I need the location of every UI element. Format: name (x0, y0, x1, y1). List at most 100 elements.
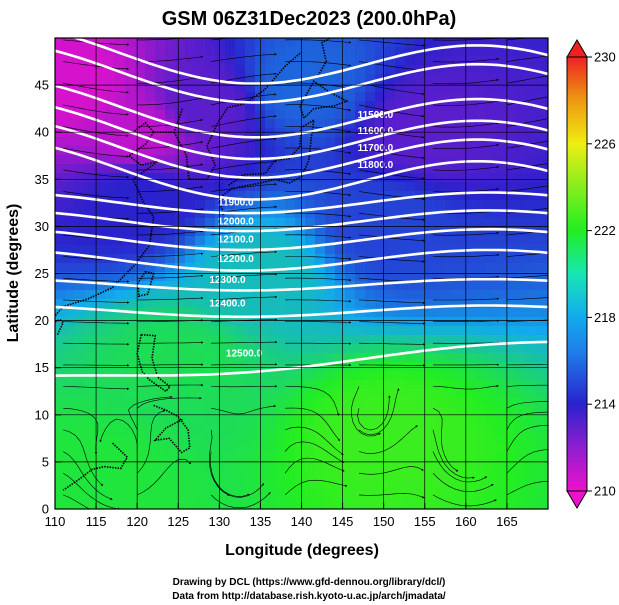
field-cell (345, 488, 356, 498)
field-cell (155, 461, 166, 471)
field-cell (475, 389, 486, 399)
field-cell (155, 317, 166, 327)
field-cell (485, 182, 496, 192)
field-cell (155, 218, 166, 228)
streamline (211, 363, 278, 366)
field-cell (225, 398, 236, 408)
field-cell (415, 281, 426, 291)
streamline (506, 449, 548, 474)
field-cell (75, 353, 86, 363)
field-cell (55, 470, 66, 480)
field-cell (135, 380, 146, 390)
field-cell (525, 236, 536, 246)
field-cell (95, 380, 106, 390)
field-cell (525, 155, 536, 165)
field-cell (385, 398, 396, 408)
field-cell (265, 506, 276, 509)
field-cell (395, 452, 406, 462)
field-cell (145, 497, 156, 507)
field-cell (265, 128, 276, 138)
field-cell (475, 308, 486, 318)
field-cell (445, 38, 456, 48)
field-cell (475, 182, 486, 192)
field-cell (515, 506, 526, 509)
field-cell (215, 65, 226, 75)
field-cell (265, 380, 276, 390)
field-cell (275, 209, 286, 219)
field-cell (545, 263, 548, 273)
field-cell (345, 128, 356, 138)
field-cell (235, 200, 246, 210)
field-cell (385, 506, 396, 509)
field-cell (95, 470, 106, 480)
field-cell (245, 101, 256, 111)
field-cell (365, 155, 376, 165)
field-cell (365, 263, 376, 273)
field-cell (395, 470, 406, 480)
field-cell (455, 452, 466, 462)
field-cell (545, 389, 548, 399)
field-cell (85, 272, 96, 282)
field-cell (185, 443, 196, 453)
field-cell (355, 461, 366, 471)
field-cell (285, 272, 296, 282)
field-cell (425, 299, 436, 309)
field-cell (95, 236, 106, 246)
credit-line-2: Data from http://database.rish.kyoto-u.a… (172, 591, 446, 602)
field-cell (105, 335, 116, 345)
field-cell (405, 218, 416, 228)
field-cell (535, 425, 546, 435)
field-cell (105, 398, 116, 408)
field-cell (55, 353, 66, 363)
field-cell (345, 479, 356, 489)
field-cell (395, 272, 406, 282)
field-cell (265, 119, 276, 129)
field-cell (525, 245, 536, 255)
field-cell (85, 200, 96, 210)
field-cell (455, 299, 466, 309)
field-cell (125, 74, 136, 84)
field-cell (435, 245, 446, 255)
field-cell (515, 263, 526, 273)
field-cell (105, 137, 116, 147)
field-cell (375, 137, 386, 147)
field-cell (385, 74, 396, 84)
field-cell (375, 506, 386, 509)
field-cell (425, 47, 436, 57)
field-cell (475, 200, 486, 210)
field-cell (205, 461, 216, 471)
field-cell (285, 164, 296, 174)
field-cell (505, 173, 516, 183)
field-cell (95, 155, 106, 165)
field-cell (305, 398, 316, 408)
field-cell (205, 65, 216, 75)
field-cell (395, 407, 406, 417)
field-cell (315, 74, 326, 84)
field-cell (165, 344, 176, 354)
field-cell (435, 218, 446, 228)
field-cell (495, 281, 506, 291)
field-cell (505, 335, 516, 345)
field-cell (105, 218, 116, 228)
field-cell (545, 434, 548, 444)
field-cell (225, 101, 236, 111)
field-cell (265, 101, 276, 111)
field-cell (65, 488, 76, 498)
field-cell (485, 155, 496, 165)
field-cell (265, 236, 276, 246)
field-cell (165, 74, 176, 84)
field-cell (335, 155, 346, 165)
field-cell (385, 416, 396, 426)
field-cell (545, 407, 548, 417)
field-cell (55, 164, 66, 174)
field-cell (315, 92, 326, 102)
field-cell (125, 47, 136, 57)
field-cell (165, 479, 176, 489)
field-cell (155, 290, 166, 300)
field-cell (345, 74, 356, 84)
field-cell (75, 470, 86, 480)
field-cell (205, 335, 216, 345)
field-cell (175, 191, 186, 201)
field-cell (105, 380, 116, 390)
